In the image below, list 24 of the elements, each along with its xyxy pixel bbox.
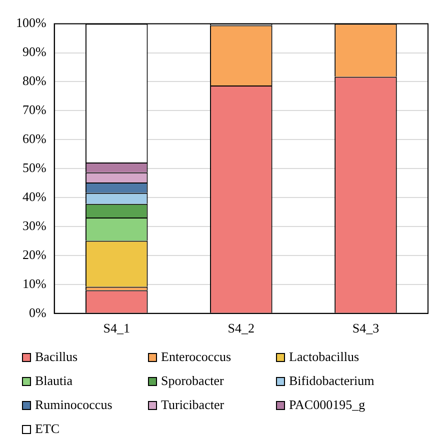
legend-label: Bacillus <box>35 349 78 365</box>
y-tick-label: 0% <box>28 304 46 320</box>
legend-label: Lactobacillus <box>289 349 360 365</box>
x-tick-label: S4_1 <box>103 320 130 336</box>
legend-label: Turicibacter <box>161 397 224 413</box>
x-tick-label: S4_2 <box>228 320 255 336</box>
y-tick-label: 90% <box>22 44 46 60</box>
y-tick-label: 50% <box>22 160 46 176</box>
y-tick-label: 20% <box>22 246 46 262</box>
y-tick-label: 40% <box>22 188 46 204</box>
y-tick-label: 80% <box>22 73 46 88</box>
y-tick-label: 10% <box>22 276 46 291</box>
y-tick-label: 30% <box>22 218 46 233</box>
legend-label: Sporobacter <box>161 373 224 389</box>
y-tick-label: 70% <box>22 102 46 118</box>
legend-label: ETC <box>35 421 60 437</box>
legend-label: Ruminococcus <box>35 397 112 413</box>
legend-label: Blautia <box>35 373 73 389</box>
legend-label: Enterococcus <box>161 349 232 365</box>
y-tick-label: 100% <box>16 15 46 30</box>
legend-label: PAC000195_g <box>289 397 366 413</box>
y-tick-label: 60% <box>22 131 46 146</box>
legend-label: Bifidobacterium <box>289 373 374 389</box>
x-tick-label: S4_3 <box>352 320 380 336</box>
